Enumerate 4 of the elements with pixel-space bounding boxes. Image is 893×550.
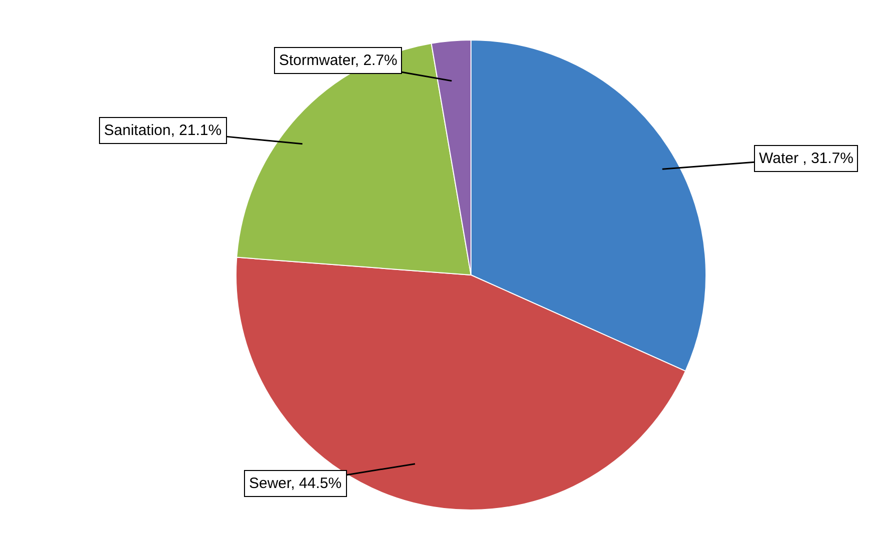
slice-label: Sewer, 44.5% — [249, 475, 342, 492]
slice-label: Stormwater, 2.7% — [279, 52, 398, 69]
slice-label: Water , 31.7% — [759, 150, 854, 167]
slice-label: Sanitation, 21.1% — [104, 122, 222, 139]
